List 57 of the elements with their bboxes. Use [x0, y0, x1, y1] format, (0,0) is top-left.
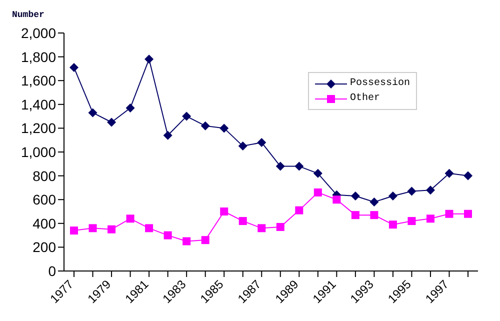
- point: [201, 236, 210, 244]
- point: [238, 217, 247, 226]
- y-tick-label: 1,400: [20, 96, 56, 112]
- point: [126, 214, 134, 223]
- y-tick-label: 800: [32, 168, 56, 184]
- point: [464, 171, 472, 180]
- y-tick-label: 2,000: [20, 24, 56, 41]
- point: [276, 162, 285, 171]
- point: [370, 197, 379, 206]
- point: [182, 237, 191, 246]
- point: [426, 214, 434, 223]
- point: [145, 224, 154, 232]
- point: [107, 118, 116, 127]
- point: [258, 224, 266, 232]
- legend-label: Possession: [350, 78, 410, 89]
- point: [388, 192, 398, 201]
- point: [370, 211, 378, 220]
- point: [295, 206, 304, 214]
- y-tick-label: 0: [48, 262, 56, 279]
- point: [164, 231, 172, 240]
- point: [388, 220, 397, 229]
- point: [88, 108, 98, 118]
- y-tick-label: 1,600: [20, 72, 56, 89]
- point: [332, 196, 341, 204]
- point: [294, 162, 304, 171]
- point: [200, 121, 210, 130]
- y-tick-label: 200: [32, 239, 56, 256]
- point: [351, 211, 360, 220]
- point: [445, 210, 454, 218]
- point: [276, 222, 284, 231]
- y-tick-label: 1,000: [20, 144, 56, 160]
- point: [144, 54, 154, 64]
- point: [220, 124, 229, 133]
- point: [313, 168, 322, 178]
- point: [70, 226, 78, 235]
- point: [70, 63, 78, 72]
- legend-label: Other: [350, 93, 380, 104]
- point: [257, 138, 266, 147]
- point: [314, 188, 322, 196]
- point: [444, 168, 454, 178]
- point: [220, 208, 228, 216]
- point: [108, 225, 116, 234]
- y-axis-title: Number: [12, 10, 44, 20]
- point: [464, 210, 472, 218]
- point: [426, 186, 435, 195]
- point: [238, 142, 248, 151]
- y-tick-label: 1,800: [20, 48, 56, 65]
- y-tick-label: 600: [32, 192, 56, 208]
- point: [163, 130, 172, 140]
- y-tick-label: 400: [32, 215, 56, 232]
- point: [408, 217, 416, 226]
- point: [350, 192, 360, 201]
- point: [407, 186, 416, 196]
- point: [126, 103, 135, 112]
- y-tick-label: 1,200: [20, 120, 56, 136]
- point: [182, 112, 192, 121]
- point: [88, 224, 97, 232]
